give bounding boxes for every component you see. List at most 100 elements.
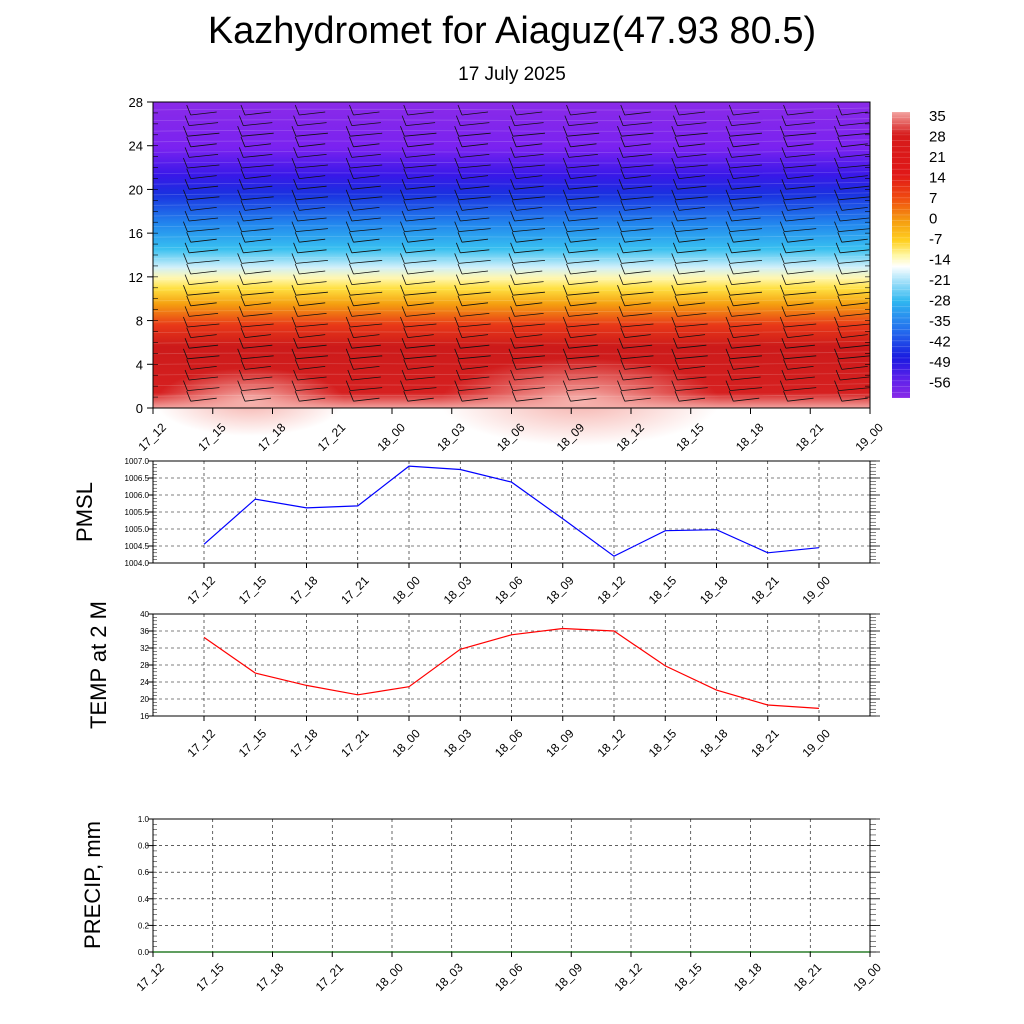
y-tick-label: 20 [140, 695, 149, 704]
y-tick-label: 24 [129, 139, 143, 154]
wind-barb [457, 168, 463, 179]
wind-barb [783, 359, 788, 370]
x-tick-label: 17_21 [315, 420, 349, 454]
wind-barb [784, 228, 817, 232]
wind-barb [190, 111, 217, 116]
wind-barb [620, 232, 626, 243]
wind-barb [349, 327, 354, 338]
wind-barb [516, 366, 543, 370]
wind-barb [186, 104, 192, 116]
wind-barb [184, 179, 190, 190]
heatmap-hot-region [440, 358, 720, 446]
wind-barb [404, 291, 437, 296]
wind-barb [729, 291, 763, 296]
wind-barb [674, 391, 680, 402]
wind-barb [729, 228, 763, 232]
wind-barb [243, 217, 273, 222]
chart-title: Kazhydromet for Aiaguz(47.93 80.5) [207, 10, 817, 52]
wind-barb [620, 136, 626, 147]
colorbar-label: 21 [929, 149, 946, 166]
wind-barb [671, 316, 677, 328]
wind-barb [567, 260, 600, 264]
wind-barb [243, 281, 273, 285]
wind-barb [189, 281, 219, 285]
wind-barb [617, 126, 622, 137]
wind-barb [293, 274, 298, 285]
wind-barb [511, 327, 517, 338]
wind-barb [621, 132, 654, 137]
wind-barb [406, 185, 436, 190]
wind-barb [241, 132, 274, 137]
wind-barb [243, 313, 273, 317]
wind-barb [295, 291, 328, 296]
wind-barb [353, 143, 380, 148]
wind-barb [454, 285, 460, 296]
colorbar-label: -21 [929, 272, 951, 289]
wind-barb [837, 200, 843, 211]
wind-barb [241, 260, 274, 264]
wind-barb [347, 306, 353, 317]
wind-barb [353, 397, 380, 402]
wind-barb [570, 143, 597, 148]
wind-barb [407, 238, 434, 243]
wind-barb [783, 104, 788, 116]
wind-barb [460, 154, 490, 158]
wind-barb [733, 334, 760, 338]
colorbar-label: -28 [929, 293, 951, 310]
wind-barb [458, 164, 491, 169]
wind-barb [841, 334, 868, 338]
wind-barb [725, 253, 731, 264]
wind-barb [834, 380, 839, 391]
wind-barb [674, 232, 680, 243]
wind-barb [785, 313, 815, 317]
wind-barb [787, 270, 814, 275]
wind-barb [297, 249, 327, 254]
wind-barb [837, 136, 843, 147]
wind-barb [835, 210, 841, 222]
contour-line [152, 277, 871, 281]
wind-barb [617, 157, 622, 169]
wind-barb [624, 207, 651, 211]
wind-barb [407, 270, 434, 275]
wind-barb [731, 344, 761, 349]
wind-barb [785, 154, 815, 158]
wind-barb [674, 104, 680, 116]
wind-barb [299, 175, 326, 179]
x-tick-label: 18_06 [492, 573, 526, 607]
wind-barb [508, 285, 514, 296]
y-tick-label: 1004.5 [125, 542, 150, 551]
wind-barb [779, 157, 785, 169]
wind-barb [516, 207, 543, 211]
wind-barb [840, 344, 870, 349]
y-axis-label: PMSL [72, 482, 97, 542]
wind-barb [568, 217, 598, 222]
wind-barb [190, 238, 217, 243]
wind-barb [241, 387, 274, 391]
wind-barb [677, 217, 707, 222]
wind-barb [781, 274, 787, 285]
wind-barb [623, 281, 653, 285]
wind-barb [514, 313, 544, 317]
wind-barb [458, 228, 491, 232]
wind-barb [514, 185, 544, 190]
wind-barb [514, 154, 544, 158]
wind-barb [677, 122, 707, 126]
wind-barb [784, 196, 817, 201]
wind-barb [401, 179, 407, 190]
wind-barb [834, 316, 839, 328]
wind-barb [297, 376, 327, 381]
wind-barb [299, 207, 326, 211]
wind-barb [186, 263, 192, 275]
wind-barb [243, 122, 273, 126]
wind-barb [347, 179, 353, 190]
wind-barb [677, 344, 707, 349]
contour-line [152, 340, 871, 344]
wind-barb [837, 295, 843, 306]
wind-barb [454, 316, 460, 328]
wind-barb [725, 285, 731, 296]
wind-barb [567, 228, 600, 232]
wind-barb [566, 327, 571, 338]
wind-barb [238, 147, 244, 158]
wind-barb [454, 380, 460, 391]
wind-barb [238, 179, 244, 190]
